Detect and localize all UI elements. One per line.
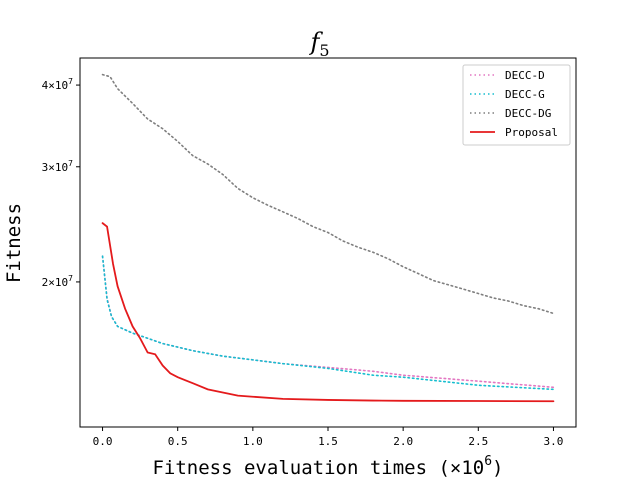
- y-tick-base: ×10: [48, 276, 68, 289]
- chart-title-subscript: 5: [319, 41, 329, 60]
- y-tick-exponent: 7: [68, 159, 73, 168]
- series-line-2: [101, 73, 555, 315]
- x-tick-label: 2.5: [468, 435, 488, 448]
- y-tick-exponent: 7: [68, 77, 73, 86]
- y-tick-mantissa: 3: [42, 161, 49, 174]
- x-tick-label: 0.5: [168, 435, 188, 448]
- legend-box: [462, 64, 571, 146]
- y-tick-base: ×10: [48, 79, 68, 92]
- y-tick-label: 4×107: [42, 77, 74, 92]
- x-tick-label: 0.0: [93, 435, 113, 448]
- legend-label-1: DECC-G: [505, 88, 545, 101]
- x-tick-label: 1.5: [318, 435, 338, 448]
- y-tick-mantissa: 4: [42, 79, 49, 92]
- x-axis-title-main: Fitness evaluation times (×10: [152, 457, 484, 479]
- x-axis-title: Fitness evaluation times (×106): [152, 454, 503, 479]
- y-tick-exponent: 7: [68, 274, 73, 283]
- x-tick-label: 3.0: [544, 435, 564, 448]
- x-tick-label: 2.0: [393, 435, 413, 448]
- legend-label-2: DECC-DG: [505, 107, 551, 120]
- series-line-3: [101, 222, 555, 403]
- series-line-1: [101, 255, 555, 391]
- y-tick-base: ×10: [48, 161, 68, 174]
- y-tick-mantissa: 2: [42, 276, 49, 289]
- x-tick-label: 1.0: [243, 435, 263, 448]
- y-axis-title: Fitness: [3, 203, 25, 283]
- y-tick-label: 2×107: [42, 274, 74, 289]
- x-axis: 0.0 0.5 1.0 1.5 2.0 2.5 3.0: [93, 427, 564, 448]
- series-layer: [101, 73, 555, 403]
- legend-label-0: DECC-D: [505, 69, 545, 82]
- x-axis-title-superscript: 6: [484, 454, 492, 469]
- y-tick-label: 3×107: [42, 159, 74, 174]
- legend-label-3: Proposal: [505, 126, 558, 139]
- chart-title: f5: [308, 28, 329, 60]
- x-axis-title-suffix: ): [492, 457, 503, 479]
- legend: DECC-D DECC-G DECC-DG Proposal: [462, 64, 571, 146]
